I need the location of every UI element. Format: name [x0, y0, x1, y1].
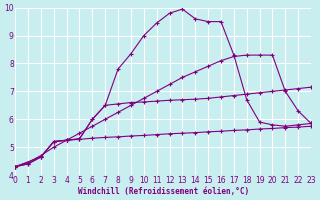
- X-axis label: Windchill (Refroidissement éolien,°C): Windchill (Refroidissement éolien,°C): [77, 187, 249, 196]
